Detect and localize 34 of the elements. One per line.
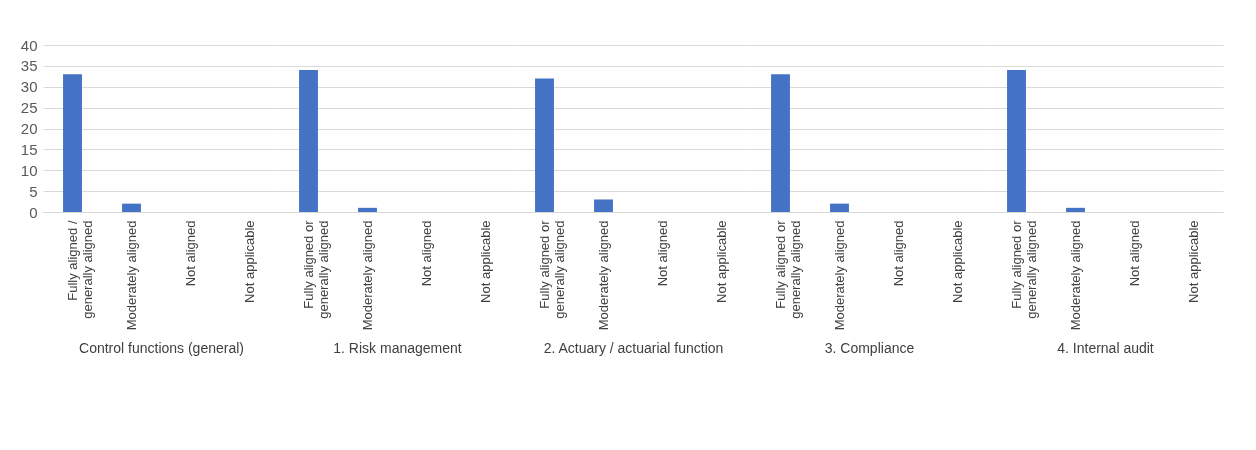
x-tick-label: Moderately aligned: [123, 220, 139, 331]
y-tick-label: 20: [20, 120, 38, 137]
x-tick-label: Not aligned: [418, 220, 434, 287]
y-tick-label: 5: [29, 182, 38, 200]
y-tick-label: 40: [20, 36, 38, 54]
x-axis-title: 1. Risk management: [333, 340, 462, 357]
x-tick-label: Fully aligned / generally aligned: [64, 220, 95, 319]
y-tick-label: 0: [29, 203, 38, 221]
y-tick-label: 15: [20, 140, 38, 158]
x-axis-title: 2. Actuary / actuarial function: [543, 340, 724, 357]
x-tick-label: Moderately aligned: [359, 220, 375, 331]
x-tick-label: Moderately aligned: [595, 220, 611, 331]
x-tick-label: Not aligned: [182, 220, 198, 287]
x-axis-title: 4. Internal audit: [1057, 340, 1154, 357]
x-axis-title: 3. Compliance: [824, 340, 915, 357]
x-tick-label: Not applicable: [241, 220, 257, 303]
x-axis-title: Control functions (general): [79, 340, 244, 357]
y-tick-label: 10: [20, 161, 38, 179]
x-tick-label: Not aligned: [1126, 220, 1142, 287]
y-tick-label: 35: [20, 57, 38, 75]
x-tick-label: Moderately aligned: [1067, 220, 1083, 331]
x-tick-label: Fully aligned or generally aligned: [1008, 219, 1039, 319]
x-tick-label: Not applicable: [477, 220, 493, 303]
x-tick-label: Moderately aligned: [831, 220, 847, 331]
y-tick-label: 25: [20, 99, 38, 117]
x-tick-label: Not aligned: [890, 220, 906, 287]
x-tick-label: Fully aligned or generally aligned: [536, 219, 567, 319]
x-tick-label: Not applicable: [949, 220, 965, 303]
x-tick-label: Fully aligned or generally aligned: [300, 219, 331, 319]
y-tick-label: 30: [20, 78, 38, 96]
x-tick-label: Not aligned: [654, 220, 670, 287]
x-tick-label: Fully aligned or generally aligned: [772, 219, 803, 319]
x-tick-label: Not applicable: [1185, 220, 1201, 303]
x-tick-label: Not applicable: [713, 220, 729, 303]
